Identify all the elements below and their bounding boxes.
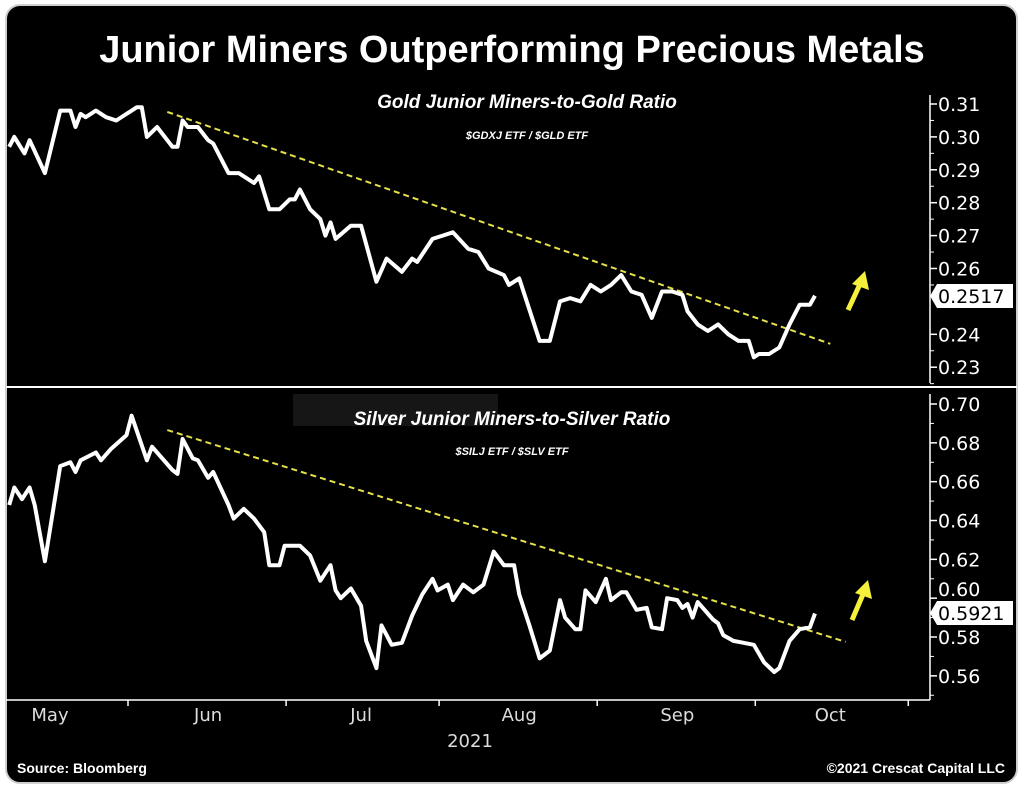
x-tick-label: May [31, 705, 69, 726]
chart-title: Junior Miners Outperforming Precious Met… [99, 29, 925, 71]
silver-y-tick-label: 0.60 [938, 579, 980, 601]
x-tick-label: Sep [660, 705, 694, 726]
x-tick-label: Oct [815, 705, 846, 726]
silver-y-tick-label: 0.64 [938, 511, 980, 533]
silver-y-tick-label: 0.68 [938, 433, 980, 455]
gold-panel: Gold Junior Miners-to-Gold Ratio $GDXJ E… [7, 92, 1013, 385]
silver-y-tick-label: 0.70 [938, 394, 980, 416]
silver-last-value: 0.5921 [938, 603, 1004, 625]
silver-y-tick-label: 0.62 [938, 549, 980, 571]
x-axis-year: 2021 [447, 731, 493, 752]
gold-panel-subtitle: $GDXJ ETF / $GLD ETF [465, 130, 589, 142]
gold-trendline [166, 110, 831, 345]
gold-last-value-badge: 0.2517 [930, 284, 1013, 308]
gold-last-value: 0.2517 [938, 286, 1004, 308]
x-tick-label: Aug [502, 705, 537, 726]
silver-y-tick-label: 0.58 [938, 627, 980, 649]
silver-ratio-line [7, 413, 817, 674]
gold-y-tick-label: 0.24 [938, 324, 980, 346]
x-tick-label: Jun [193, 705, 222, 726]
silver-y-tick-label: 0.56 [938, 666, 980, 688]
gold-panel-title: Gold Junior Miners-to-Gold Ratio [377, 92, 677, 113]
gold-y-tick-label: 0.26 [938, 259, 980, 281]
gold-ratio-line [7, 105, 817, 360]
gold-up-arrow-icon [845, 271, 869, 312]
gold-y-tick-label: 0.23 [938, 357, 980, 379]
silver-panel-subtitle: $SILJ ETF / $SLV ETF [454, 446, 568, 458]
silver-trendline [167, 429, 846, 643]
silver-y-tick-label: 0.66 [938, 472, 980, 494]
copyright-note: ©2021 Crescat Capital LLC [827, 760, 1005, 776]
chart-card [5, 4, 1018, 784]
silver-last-value-badge: 0.5921 [930, 601, 1013, 625]
gold-y-tick-label: 0.27 [938, 226, 980, 248]
silver-title-backdrop [293, 394, 498, 426]
gold-y-tick-label: 0.30 [938, 127, 980, 149]
gold-y-tick-label: 0.31 [938, 94, 980, 116]
silver-panel: Silver Junior Miners-to-Silver Ratio $SI… [7, 394, 1013, 700]
gold-y-tick-label: 0.28 [938, 193, 980, 215]
silver-panel-title: Silver Junior Miners-to-Silver Ratio [354, 409, 671, 430]
silver-up-arrow-icon [849, 580, 872, 621]
x-tick-label: Jul [349, 705, 372, 726]
gold-y-tick-label: 0.29 [938, 160, 980, 182]
source-note: Source: Bloomberg [17, 760, 147, 776]
